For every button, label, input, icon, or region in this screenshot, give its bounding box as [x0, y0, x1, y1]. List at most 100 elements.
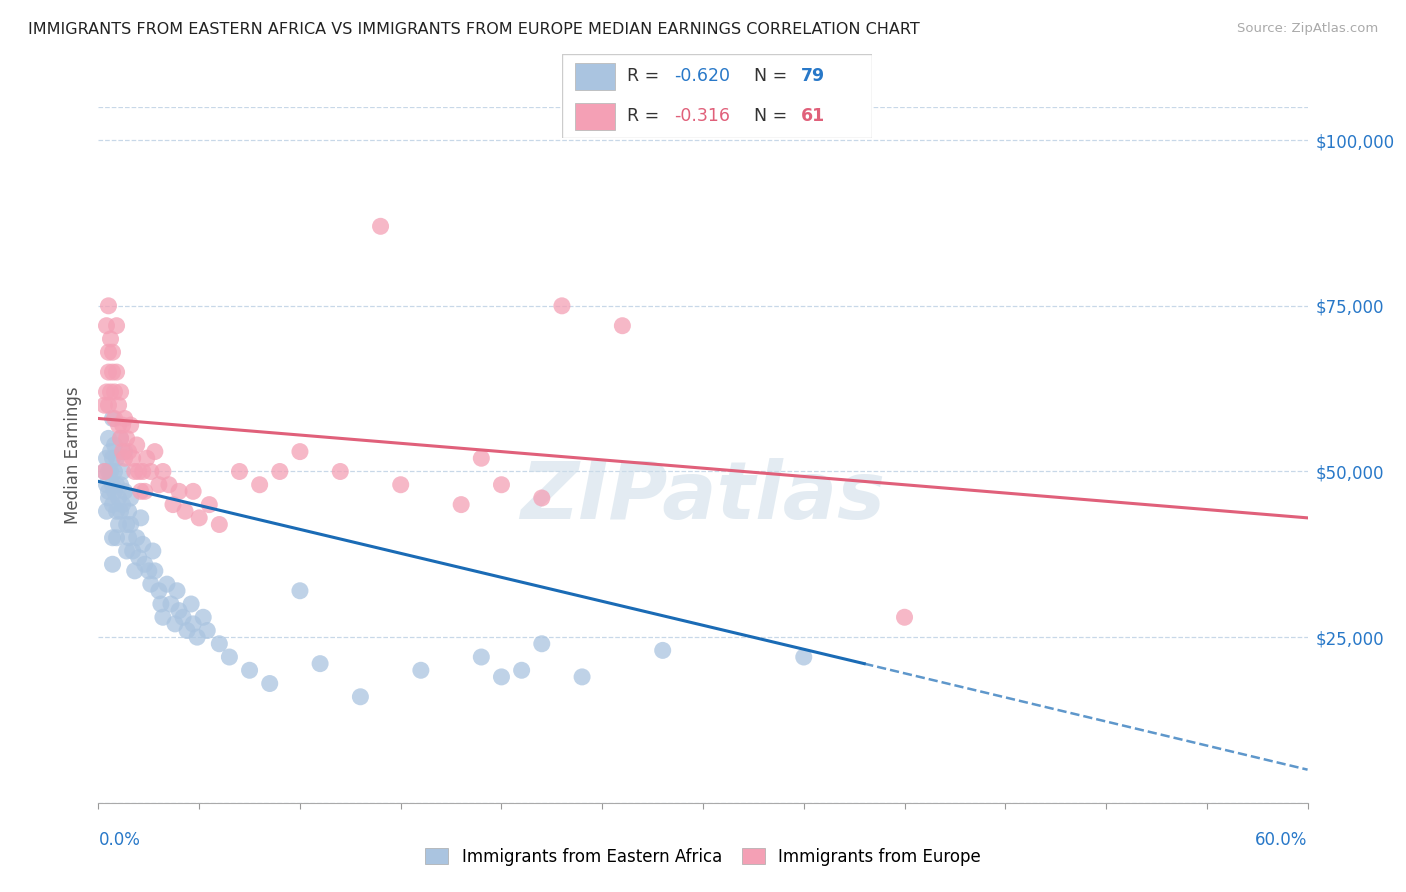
Point — [96, 451, 118, 466]
Point — [129, 511, 152, 525]
Point — [157, 477, 180, 491]
Point — [101, 558, 124, 572]
Point — [132, 537, 155, 551]
Point — [118, 444, 141, 458]
Point — [121, 544, 143, 558]
Point — [118, 531, 141, 545]
Text: 79: 79 — [800, 68, 825, 86]
Point — [893, 610, 915, 624]
Point — [97, 465, 120, 479]
Point — [111, 498, 134, 512]
Point — [142, 544, 165, 558]
Point — [96, 384, 118, 399]
Point — [96, 504, 118, 518]
Point — [530, 491, 553, 505]
Point — [96, 318, 118, 333]
Point — [288, 444, 311, 458]
Point — [134, 484, 156, 499]
Legend: Immigrants from Eastern Africa, Immigrants from Europe: Immigrants from Eastern Africa, Immigran… — [416, 839, 990, 874]
Point — [491, 477, 513, 491]
Point — [128, 550, 150, 565]
Point — [128, 465, 150, 479]
Point — [103, 465, 125, 479]
Point — [156, 577, 179, 591]
Point — [172, 610, 194, 624]
Point — [101, 365, 124, 379]
Point — [103, 484, 125, 499]
Point — [228, 465, 250, 479]
Point — [166, 583, 188, 598]
Point — [491, 670, 513, 684]
Point — [114, 411, 136, 425]
Text: N =: N = — [754, 68, 793, 86]
Text: -0.316: -0.316 — [673, 107, 730, 125]
Point — [107, 418, 129, 433]
Point — [110, 431, 132, 445]
Point — [143, 564, 166, 578]
Point — [97, 484, 120, 499]
Point — [288, 583, 311, 598]
Point — [93, 465, 115, 479]
Point — [120, 517, 142, 532]
Point — [97, 345, 120, 359]
Point — [149, 597, 172, 611]
Point — [100, 384, 122, 399]
Point — [143, 444, 166, 458]
Text: ZIPatlas: ZIPatlas — [520, 458, 886, 536]
Point — [101, 477, 124, 491]
Point — [125, 531, 148, 545]
Point — [97, 299, 120, 313]
Point — [103, 411, 125, 425]
Text: 61: 61 — [800, 107, 825, 125]
Point — [105, 318, 128, 333]
Point — [138, 564, 160, 578]
Point — [100, 444, 122, 458]
Point — [101, 411, 124, 425]
Point — [114, 451, 136, 466]
Point — [129, 484, 152, 499]
Point — [239, 663, 262, 677]
Point — [188, 511, 211, 525]
Point — [101, 498, 124, 512]
Point — [96, 477, 118, 491]
Point — [470, 650, 492, 665]
Point — [118, 504, 141, 518]
Point — [530, 637, 553, 651]
Point — [181, 484, 204, 499]
Y-axis label: Median Earnings: Median Earnings — [65, 386, 83, 524]
Text: IMMIGRANTS FROM EASTERN AFRICA VS IMMIGRANTS FROM EUROPE MEDIAN EARNINGS CORRELA: IMMIGRANTS FROM EASTERN AFRICA VS IMMIGR… — [28, 22, 920, 37]
Point — [176, 624, 198, 638]
Point — [167, 604, 190, 618]
Point — [152, 610, 174, 624]
Text: -0.620: -0.620 — [673, 68, 730, 86]
Point — [105, 531, 128, 545]
Point — [139, 465, 162, 479]
Point — [198, 498, 221, 512]
Point — [120, 418, 142, 433]
Point — [148, 477, 170, 491]
Point — [152, 465, 174, 479]
Text: R =: R = — [627, 107, 665, 125]
Point — [103, 384, 125, 399]
Point — [107, 517, 129, 532]
Point — [97, 398, 120, 412]
Point — [309, 657, 332, 671]
Point — [120, 491, 142, 505]
Point — [93, 465, 115, 479]
Text: R =: R = — [627, 68, 665, 86]
Point — [97, 431, 120, 445]
Point — [139, 577, 162, 591]
Point — [111, 465, 134, 479]
Point — [195, 624, 218, 638]
Point — [370, 219, 392, 234]
Point — [148, 583, 170, 598]
Point — [571, 670, 593, 684]
Point — [389, 477, 412, 491]
Point — [208, 637, 231, 651]
Point — [101, 531, 124, 545]
Point — [208, 517, 231, 532]
Point — [115, 431, 138, 445]
Point — [132, 465, 155, 479]
Point — [450, 498, 472, 512]
Point — [110, 504, 132, 518]
